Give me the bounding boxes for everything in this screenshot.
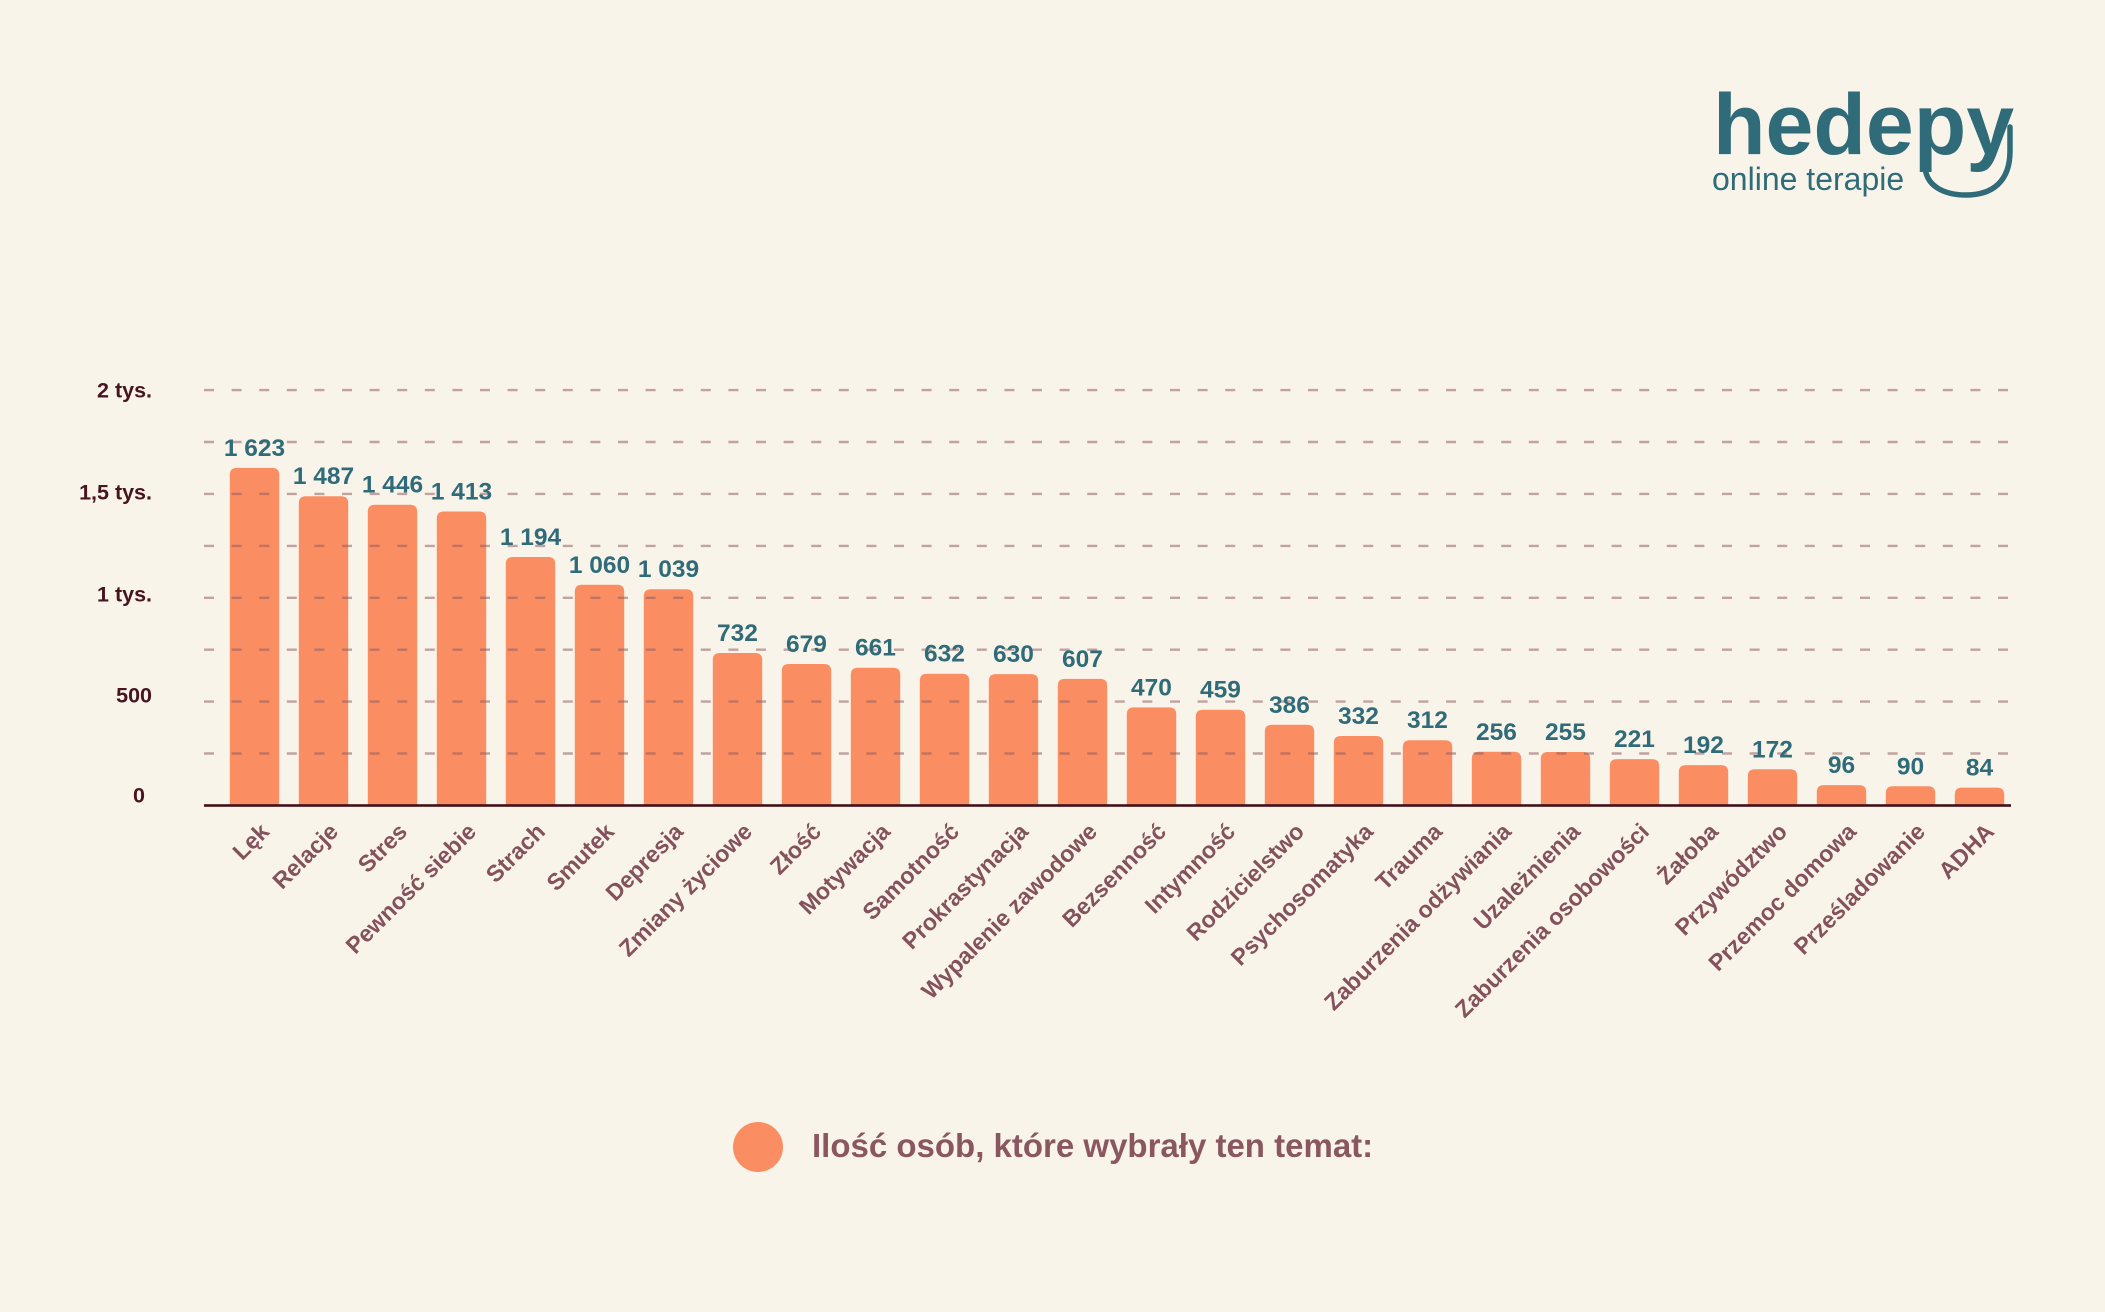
svg-text:1 487: 1 487 — [293, 463, 354, 490]
svg-text:1 194: 1 194 — [500, 524, 562, 551]
svg-text:192: 192 — [1683, 732, 1724, 759]
svg-text:2 tys.: 2 tys. — [97, 379, 152, 403]
svg-text:hedepy: hedepy — [1713, 77, 2014, 173]
svg-text:661: 661 — [855, 635, 896, 662]
svg-text:0: 0 — [133, 784, 145, 808]
svg-text:Ilość osób, które wybrały ten: Ilość osób, które wybrały ten temat: — [812, 1127, 1373, 1164]
svg-text:386: 386 — [1269, 692, 1310, 719]
svg-text:84: 84 — [1966, 755, 1994, 782]
svg-text:632: 632 — [924, 641, 965, 668]
svg-text:1 446: 1 446 — [362, 472, 423, 499]
svg-text:90: 90 — [1897, 753, 1924, 780]
svg-text:1 060: 1 060 — [569, 552, 630, 579]
svg-text:255: 255 — [1545, 719, 1586, 746]
svg-text:1 039: 1 039 — [638, 556, 699, 583]
svg-text:332: 332 — [1338, 703, 1379, 730]
svg-text:679: 679 — [786, 631, 827, 658]
svg-text:470: 470 — [1131, 674, 1172, 701]
svg-text:256: 256 — [1476, 719, 1517, 746]
svg-text:312: 312 — [1407, 707, 1448, 734]
svg-text:732: 732 — [717, 620, 758, 647]
svg-text:500: 500 — [116, 684, 152, 708]
svg-text:221: 221 — [1614, 726, 1655, 753]
svg-text:459: 459 — [1200, 677, 1241, 704]
svg-text:1 623: 1 623 — [224, 435, 285, 462]
svg-text:1 413: 1 413 — [431, 479, 492, 506]
svg-text:1 tys.: 1 tys. — [97, 583, 152, 607]
svg-text:630: 630 — [993, 641, 1034, 668]
svg-text:96: 96 — [1828, 752, 1855, 779]
svg-text:online terapie: online terapie — [1712, 161, 1904, 197]
svg-text:172: 172 — [1752, 736, 1793, 763]
svg-text:607: 607 — [1062, 646, 1103, 673]
svg-text:1,5 tys.: 1,5 tys. — [79, 481, 152, 505]
